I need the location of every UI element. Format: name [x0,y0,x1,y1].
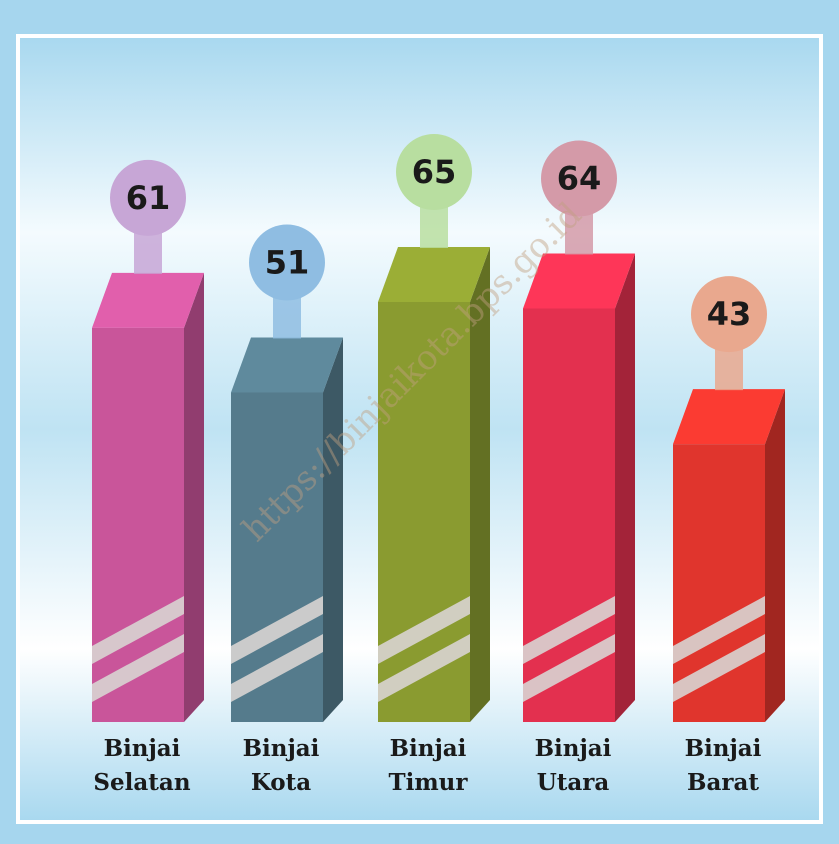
stripe [231,634,323,702]
balloon [396,134,472,210]
bar-side [470,247,490,722]
value-label: 65 [412,153,457,191]
category-label: Binjai Selatan [93,735,191,796]
balloon [691,276,767,353]
bar-top [673,389,785,445]
value-label: 64 [557,159,602,197]
bar-top [92,272,204,328]
bar-side [765,389,785,722]
stripe [673,596,765,664]
category-label: Binjai Kota [242,735,320,796]
category-label: Binjai Timur [388,735,468,796]
stripe [378,596,470,664]
stripe [92,596,184,664]
stripe [673,634,765,702]
bar-top [378,247,490,302]
bar-top [523,253,635,309]
bar-side [323,337,343,722]
balloon [249,224,325,301]
category-label: Binjai Utara [534,735,612,796]
bar-side [184,272,204,722]
bar [231,337,343,722]
stripe [92,634,184,702]
bar [92,272,204,722]
category-label: Binjai Barat [684,735,762,796]
stripe [378,634,470,702]
stripe [231,596,323,664]
stripe [523,596,615,664]
balloon [541,140,617,217]
balloon [110,159,186,236]
bar [673,389,785,722]
stripe [523,634,615,702]
value-label: 61 [126,179,171,217]
value-label: 51 [265,243,310,281]
bar [378,247,490,722]
bar [523,253,635,722]
bar-side [615,253,635,722]
bar-top [231,337,343,393]
value-label: 43 [707,295,752,333]
